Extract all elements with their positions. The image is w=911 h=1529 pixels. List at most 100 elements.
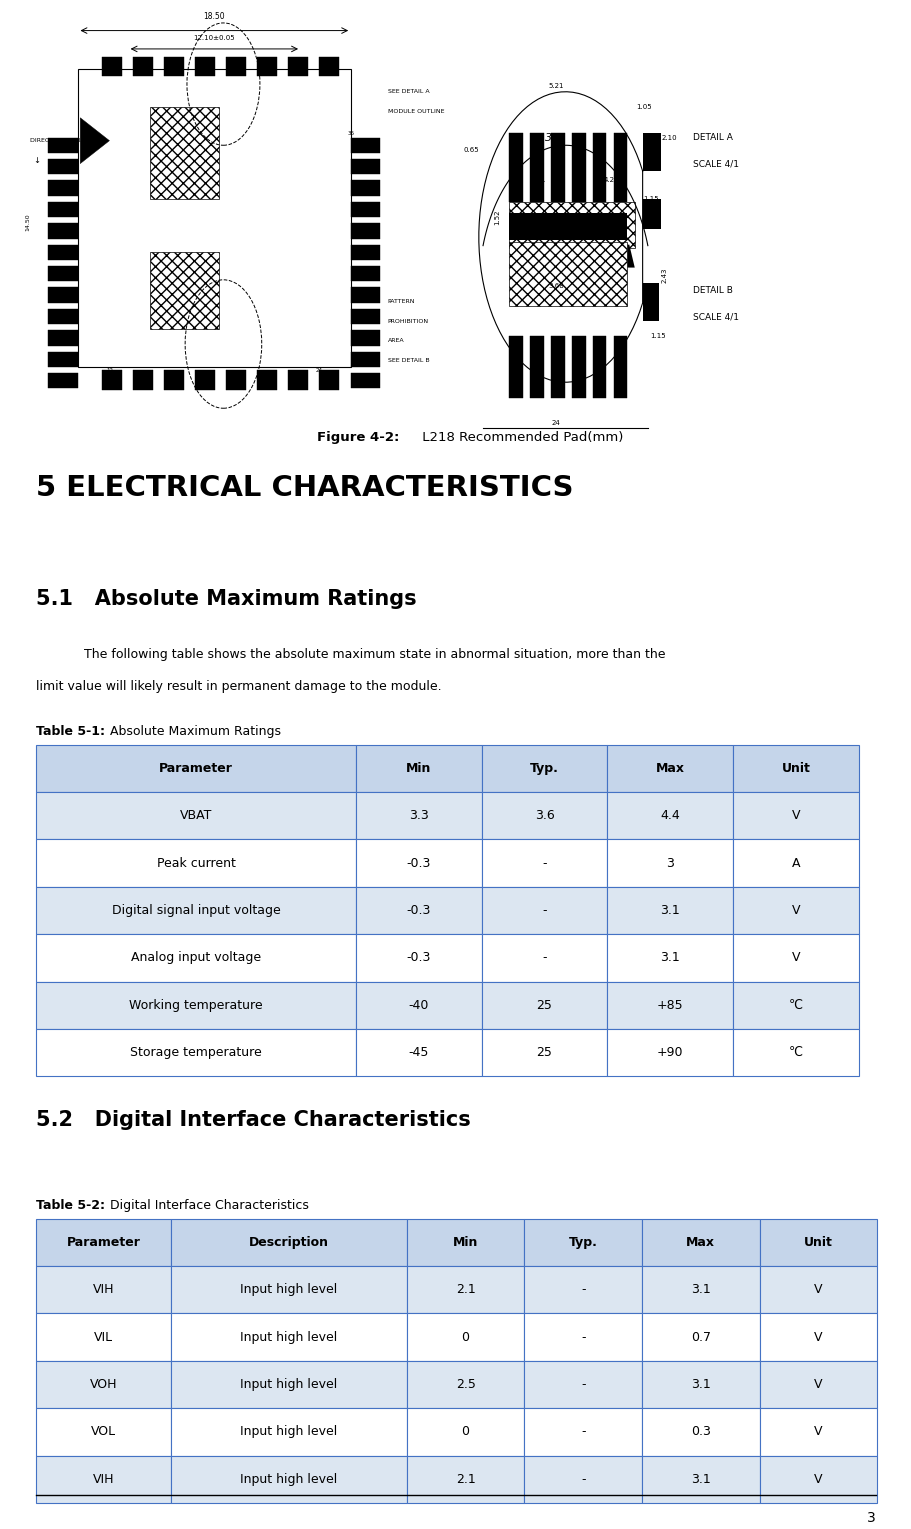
Bar (508, 202, 634, 248)
Text: 14.50: 14.50 (25, 213, 30, 231)
Text: 0: 0 (461, 1425, 469, 1439)
Text: 5 ELECTRICAL CHARACTERISTICS: 5 ELECTRICAL CHARACTERISTICS (36, 474, 573, 502)
Bar (641, 1361, 759, 1408)
Text: 3.1: 3.1 (660, 951, 680, 965)
Bar (607, 839, 732, 887)
Text: ℃: ℃ (788, 1046, 803, 1060)
Bar (355, 982, 481, 1029)
Text: VOL: VOL (91, 1425, 117, 1439)
Bar (48, 373, 77, 388)
Bar (529, 336, 543, 398)
Bar (406, 1219, 524, 1266)
Text: VOH: VOH (90, 1378, 118, 1391)
Text: 5.21: 5.21 (548, 83, 563, 89)
Bar (759, 1219, 876, 1266)
Bar (481, 887, 607, 934)
Bar (732, 934, 858, 982)
Bar (171, 1361, 406, 1408)
Text: +85: +85 (656, 998, 683, 1012)
Bar (36, 934, 355, 982)
Bar (48, 245, 77, 260)
Text: PATTERN: PATTERN (387, 298, 415, 304)
Text: Input high level: Input high level (241, 1283, 337, 1297)
Bar (351, 287, 380, 303)
Text: ℃: ℃ (788, 998, 803, 1012)
Bar (571, 133, 585, 202)
Bar (508, 213, 627, 240)
Bar (524, 1408, 641, 1456)
Bar (351, 223, 380, 239)
Bar (642, 199, 660, 229)
Text: 1.52: 1.52 (493, 209, 499, 225)
Text: Working temperature: Working temperature (129, 998, 262, 1012)
Bar (641, 1266, 759, 1313)
Text: V: V (814, 1283, 822, 1297)
Text: 25: 25 (536, 998, 552, 1012)
Text: V: V (814, 1378, 822, 1391)
Text: 24: 24 (315, 367, 322, 373)
Bar (36, 1266, 171, 1313)
Text: 0: 0 (461, 1330, 469, 1344)
Bar (406, 1266, 524, 1313)
Bar (508, 242, 627, 306)
Bar (36, 982, 355, 1029)
Bar (355, 745, 481, 792)
Text: -: - (580, 1425, 585, 1439)
Text: VIL: VIL (95, 1330, 113, 1344)
Bar (36, 1408, 171, 1456)
Bar (150, 107, 219, 199)
Bar (529, 133, 543, 202)
Text: 4.4: 4.4 (660, 809, 680, 823)
Text: 1.15: 1.15 (650, 333, 665, 339)
Text: Input high level: Input high level (241, 1330, 337, 1344)
Bar (36, 887, 355, 934)
Bar (607, 745, 732, 792)
Text: Min: Min (453, 1235, 477, 1249)
Bar (481, 839, 607, 887)
Bar (641, 1456, 759, 1503)
Text: Input high level: Input high level (241, 1472, 337, 1486)
Bar (351, 309, 380, 324)
Bar (36, 1313, 171, 1361)
Text: -0.3: -0.3 (406, 856, 430, 870)
Polygon shape (80, 118, 109, 164)
Text: L218 Recommended Pad(mm): L218 Recommended Pad(mm) (417, 431, 622, 445)
Bar (36, 1029, 355, 1076)
Text: Storage temperature: Storage temperature (130, 1046, 261, 1060)
Text: SCALE 4/1: SCALE 4/1 (692, 312, 738, 321)
Text: 36: 36 (347, 130, 354, 136)
Bar (642, 133, 660, 171)
Text: 5.1   Absolute Maximum Ratings: 5.1 Absolute Maximum Ratings (36, 589, 416, 609)
Bar (613, 133, 627, 202)
Bar (524, 1313, 641, 1361)
Bar (48, 330, 77, 346)
Bar (592, 336, 606, 398)
Bar (77, 69, 351, 367)
Bar (257, 370, 277, 390)
Text: Table 5-1:: Table 5-1: (36, 725, 106, 739)
Text: V: V (791, 809, 800, 823)
Bar (36, 839, 355, 887)
Bar (36, 1219, 171, 1266)
Text: 1.05: 1.05 (636, 104, 651, 110)
Text: Input high level: Input high level (241, 1378, 337, 1391)
Bar (351, 202, 380, 217)
Text: 12: 12 (106, 367, 113, 373)
Text: Digital signal input voltage: Digital signal input voltage (111, 904, 281, 917)
Text: 2.43: 2.43 (660, 268, 667, 283)
Bar (641, 1408, 759, 1456)
Bar (607, 934, 732, 982)
Text: 0.7: 0.7 (691, 1330, 710, 1344)
Text: 36: 36 (544, 133, 558, 142)
Text: 3.68: 3.68 (548, 283, 564, 289)
Bar (48, 138, 77, 153)
Bar (759, 1361, 876, 1408)
Bar (732, 887, 858, 934)
Bar (133, 57, 153, 76)
Text: V: V (791, 904, 800, 917)
Bar (607, 1029, 732, 1076)
Bar (171, 1456, 406, 1503)
Bar (171, 1266, 406, 1313)
Bar (759, 1266, 876, 1313)
Text: Digital Interface Characteristics: Digital Interface Characteristics (106, 1199, 308, 1212)
